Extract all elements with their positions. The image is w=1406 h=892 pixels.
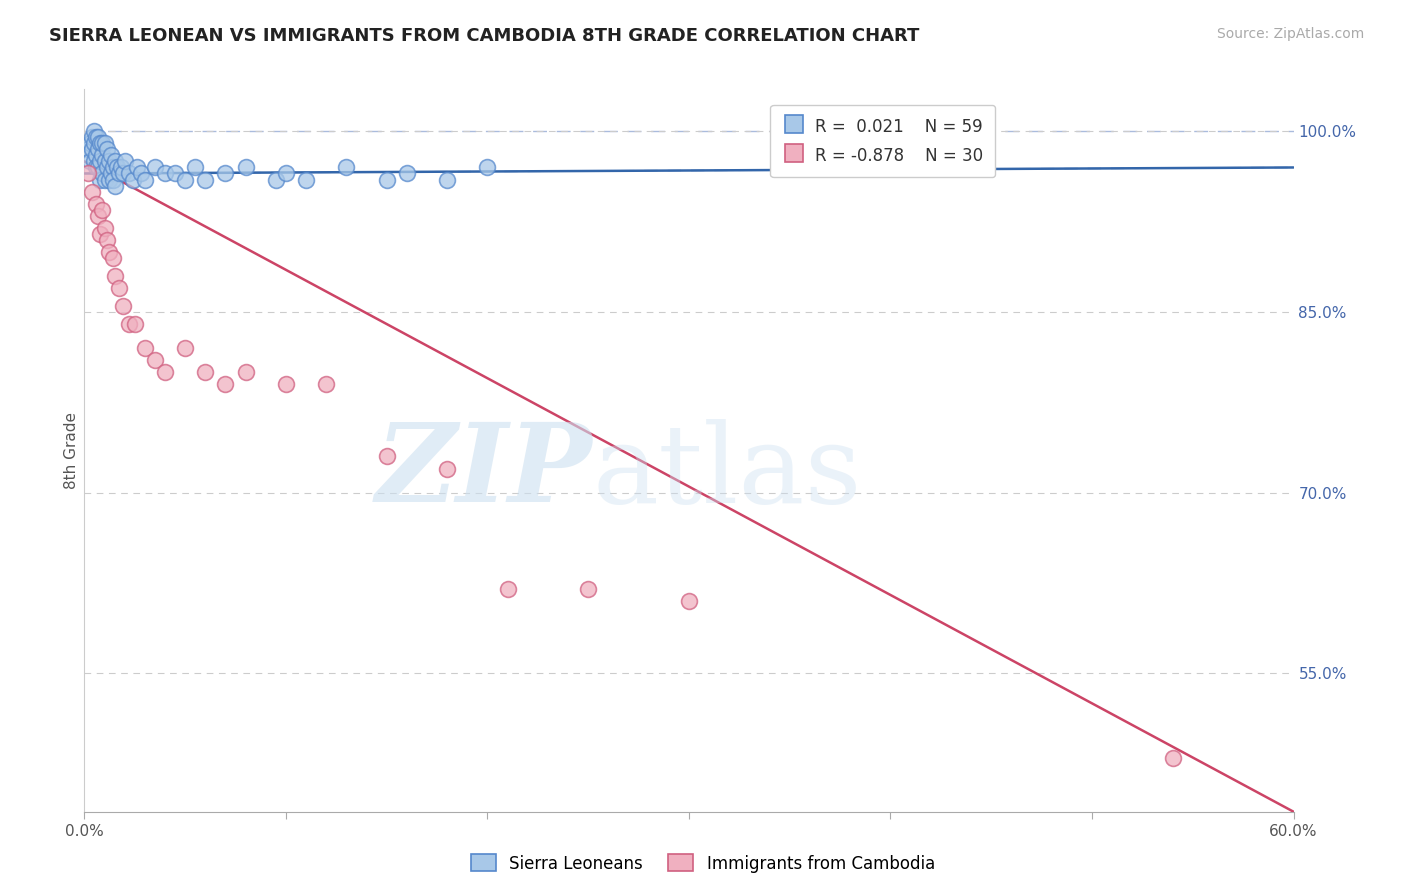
Point <box>110 161 132 175</box>
Point <box>83 154 105 169</box>
Legend: R =  0.021    N = 59, R = -0.878    N = 30: R = 0.021 N = 59, R = -0.878 N = 30 <box>770 104 995 178</box>
Point <box>477 161 499 175</box>
Point <box>86 148 108 162</box>
Point <box>335 161 357 175</box>
Point <box>93 136 115 151</box>
Point <box>91 202 114 217</box>
Point <box>83 136 105 151</box>
Point <box>97 154 120 169</box>
Point <box>496 582 519 596</box>
Point <box>104 154 127 169</box>
Point <box>91 148 114 162</box>
Legend: Sierra Leoneans, Immigrants from Cambodia: Sierra Leoneans, Immigrants from Cambodi… <box>464 847 942 880</box>
Point <box>1161 750 1184 764</box>
Point <box>107 281 129 295</box>
Point <box>295 172 318 186</box>
Point <box>86 196 108 211</box>
Point <box>395 166 418 180</box>
Point <box>118 166 141 180</box>
Point <box>153 365 176 379</box>
Point <box>436 461 458 475</box>
Point <box>214 166 236 180</box>
Point <box>97 172 120 186</box>
Point <box>100 166 122 180</box>
Point <box>174 341 197 355</box>
Point <box>82 130 104 145</box>
Point <box>79 154 101 169</box>
Point <box>153 166 176 180</box>
Point <box>96 142 118 157</box>
Point <box>124 317 146 331</box>
Point <box>134 172 156 186</box>
Point <box>101 172 124 186</box>
Point <box>274 166 297 180</box>
Text: ZIP: ZIP <box>375 418 592 526</box>
Point <box>134 341 156 355</box>
Point <box>79 136 101 151</box>
Point <box>89 227 111 241</box>
Point <box>235 365 257 379</box>
Point <box>576 582 599 596</box>
Point <box>214 377 236 392</box>
Point <box>114 154 136 169</box>
Text: atlas: atlas <box>592 418 862 525</box>
Point <box>89 136 111 151</box>
Text: SIERRA LEONEAN VS IMMIGRANTS FROM CAMBODIA 8TH GRADE CORRELATION CHART: SIERRA LEONEAN VS IMMIGRANTS FROM CAMBOD… <box>49 27 920 45</box>
Point <box>87 161 110 175</box>
Point <box>235 161 257 175</box>
Point <box>91 166 114 180</box>
Point <box>89 154 111 169</box>
Point <box>375 172 398 186</box>
Point <box>143 161 166 175</box>
Text: Source: ZipAtlas.com: Source: ZipAtlas.com <box>1216 27 1364 41</box>
Point <box>264 172 287 186</box>
Point <box>129 166 152 180</box>
Point <box>77 166 100 180</box>
Point <box>93 220 115 235</box>
Point <box>111 166 134 180</box>
Point <box>77 142 100 157</box>
Point <box>111 299 134 313</box>
Point <box>87 209 110 223</box>
Point <box>86 130 108 145</box>
Point <box>96 233 118 247</box>
Point <box>194 172 217 186</box>
Point <box>315 377 337 392</box>
Point <box>194 365 217 379</box>
Point <box>87 142 110 157</box>
Point <box>93 172 115 186</box>
Point <box>89 172 111 186</box>
Point <box>101 161 124 175</box>
Point <box>118 317 141 331</box>
Point <box>100 148 122 162</box>
Point <box>184 161 207 175</box>
Point <box>375 450 398 464</box>
Point <box>93 154 115 169</box>
Point <box>87 130 110 145</box>
Point <box>83 124 105 138</box>
Point <box>82 142 104 157</box>
Point <box>125 161 148 175</box>
Point <box>121 172 143 186</box>
Point <box>96 161 118 175</box>
Point <box>274 377 297 392</box>
Point <box>82 185 104 199</box>
Point <box>107 166 129 180</box>
Y-axis label: 8th Grade: 8th Grade <box>63 412 79 489</box>
Point <box>91 136 114 151</box>
Point <box>678 594 700 608</box>
Point <box>174 172 197 186</box>
Point <box>436 172 458 186</box>
Point <box>104 268 127 283</box>
Point <box>97 244 120 259</box>
Point <box>104 178 127 193</box>
Point <box>101 251 124 265</box>
Point <box>86 161 108 175</box>
Point <box>165 166 187 180</box>
Point <box>143 353 166 368</box>
Point <box>105 161 128 175</box>
